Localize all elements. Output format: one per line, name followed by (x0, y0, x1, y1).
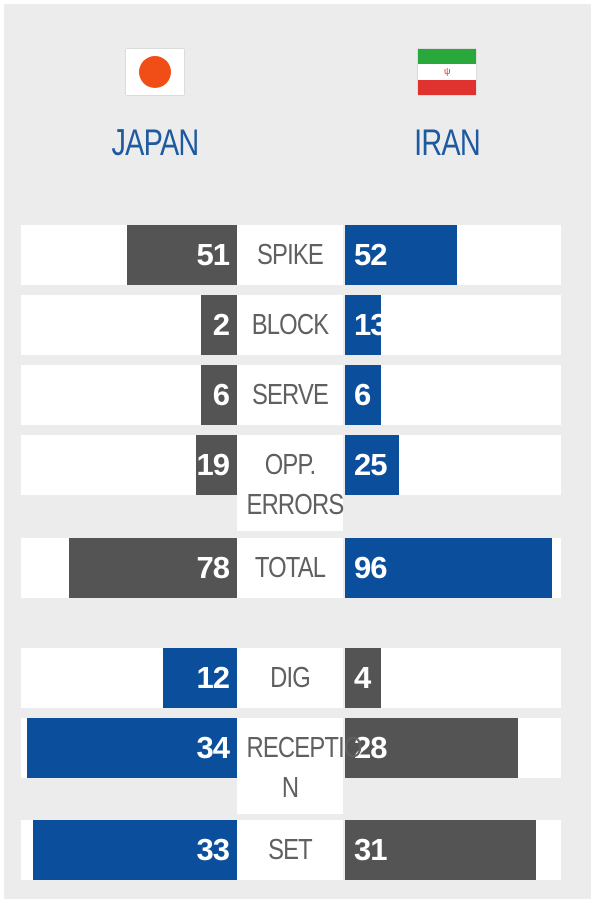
bar-iran (345, 435, 399, 495)
category-label-line: SERVE (251, 379, 329, 411)
row-background-right (345, 648, 561, 708)
bar-iran (345, 365, 381, 425)
value-iran: 4 (354, 660, 371, 695)
category-label: BLOCK (247, 305, 334, 345)
bar-japan (201, 365, 237, 425)
bar-iran (345, 538, 552, 598)
bar-iran (345, 295, 381, 355)
bar-japan (33, 820, 237, 880)
category-background (237, 820, 343, 880)
category-label-line: SPIKE (257, 239, 324, 271)
category-label-line: DIG (270, 662, 311, 694)
category-label-line: BLOCK (251, 309, 329, 341)
category-label: RECEPTIO N (246, 728, 363, 808)
category-background (237, 538, 343, 598)
value-japan: 33 (196, 832, 230, 867)
value-japan: 2 (212, 307, 230, 342)
bar-iran (345, 820, 536, 880)
value-japan: 12 (196, 660, 230, 695)
bar-japan (163, 648, 237, 708)
stats-panel: ψ JAPAN IRAN 51 52 SPIKE 2 13 BLOCK 6 6 SERVE 19 2… (4, 4, 591, 899)
value-japan: 34 (196, 730, 230, 765)
bar-japan (127, 225, 237, 285)
value-iran: 6 (354, 377, 371, 412)
bar-iran (345, 718, 518, 778)
bar-japan (69, 538, 237, 598)
category-background (237, 648, 343, 708)
category-label-line: RECEPTIO (246, 732, 363, 764)
value-iran: 52 (354, 237, 387, 272)
japan-flag-icon (126, 49, 184, 95)
category-label-line: SET (268, 834, 313, 866)
category-label-line: OPP. (264, 449, 316, 481)
value-iran: 28 (354, 730, 387, 765)
category-label: SERVE (247, 375, 334, 415)
value-iran: 25 (354, 447, 387, 482)
iran-flag-icon: ψ (418, 49, 476, 95)
category-label: TOTAL (247, 548, 334, 588)
category-background (237, 718, 343, 814)
category-label-line: TOTAL (254, 552, 326, 584)
bar-iran (345, 225, 457, 285)
category-label: SET (247, 830, 334, 870)
bar-iran (345, 648, 381, 708)
value-iran: 13 (354, 307, 387, 342)
value-iran: 31 (354, 832, 387, 867)
value-japan: 19 (196, 447, 230, 482)
category-label: DIG (247, 658, 334, 698)
category-label-line: N (281, 772, 299, 804)
category-background (237, 435, 343, 531)
bar-japan (27, 718, 237, 778)
row-background-right (345, 365, 561, 425)
category-background (237, 295, 343, 355)
category-label-line: ERRORS (246, 489, 345, 521)
team-name-away: IRAN (414, 122, 481, 163)
value-iran: 96 (354, 550, 387, 585)
bar-japan (196, 435, 237, 495)
value-japan: 51 (196, 237, 230, 272)
category-background (237, 365, 343, 425)
team-name-home: JAPAN (111, 122, 200, 163)
row-background-right (345, 295, 561, 355)
value-japan: 78 (196, 550, 230, 585)
category-background (237, 225, 343, 285)
value-japan: 6 (212, 377, 230, 412)
category-label: OPP. ERRORS (246, 445, 345, 525)
bar-japan (201, 295, 237, 355)
category-label: SPIKE (247, 235, 334, 275)
